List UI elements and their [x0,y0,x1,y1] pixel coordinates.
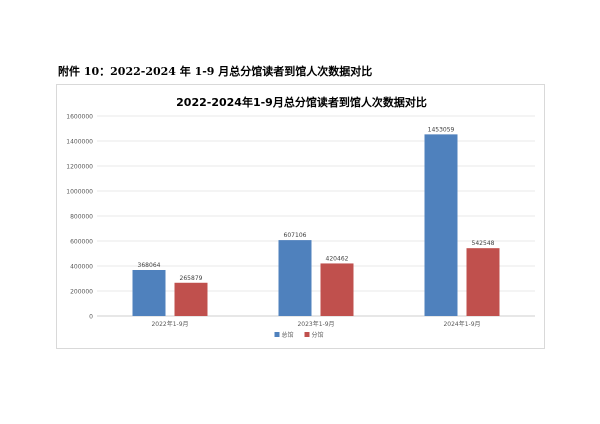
data-label: 420462 [326,255,349,262]
data-label: 265879 [180,275,203,282]
page-heading: 附件 10：2022-2024 年 1-9 月总分馆读者到馆人次数据对比 [58,65,373,78]
y-tick-label: 1200000 [66,164,93,171]
bar-chart: 2022-2024年1-9月总分馆读者到馆人次数据对比 0 200000 40000… [66,95,535,339]
data-label: 542548 [472,240,495,247]
y-tick-label: 600000 [70,239,93,246]
chart-container: 2022-2024年1-9月总分馆读者到馆人次数据对比 0 200000 40000… [56,84,545,349]
axes: 0 200000 400000 600000 800000 1000000 1200000 1… [66,114,480,329]
bars [132,134,500,316]
y-tick-label: 1000000 [66,189,93,196]
legend-label: 分馆 [312,331,324,339]
x-tick-label: 2022年1-9月 [151,320,188,328]
y-tick-label: 200000 [70,289,93,296]
bar [424,134,458,316]
y-tick-label: 800000 [70,214,93,221]
y-tick-label: 1600000 [66,114,93,121]
data-label: 1453059 [428,126,455,133]
bar [132,269,166,316]
y-tick-label: 1400000 [66,139,93,146]
y-tick-label: 0 [89,314,93,321]
data-labels: 368064 265879 607106 420462 1453059 542548 [138,126,495,281]
gridlines [97,115,535,317]
bar [278,240,312,316]
legend-label: 总馆 [282,331,294,339]
y-tick-label: 400000 [70,264,93,271]
chart-title: 2022-2024年1-9月总分馆读者到馆人次数据对比 [176,95,427,109]
data-label: 368064 [138,262,161,269]
bar [174,282,208,316]
data-label: 607106 [284,232,307,239]
x-tick-label: 2023年1-9月 [297,320,334,328]
bar [466,248,500,316]
legend-swatch [274,332,280,337]
legend: 总馆 分馆 [274,331,324,339]
x-tick-label: 2024年1-9月 [443,320,480,328]
legend-swatch [304,332,310,337]
bar [320,263,354,316]
